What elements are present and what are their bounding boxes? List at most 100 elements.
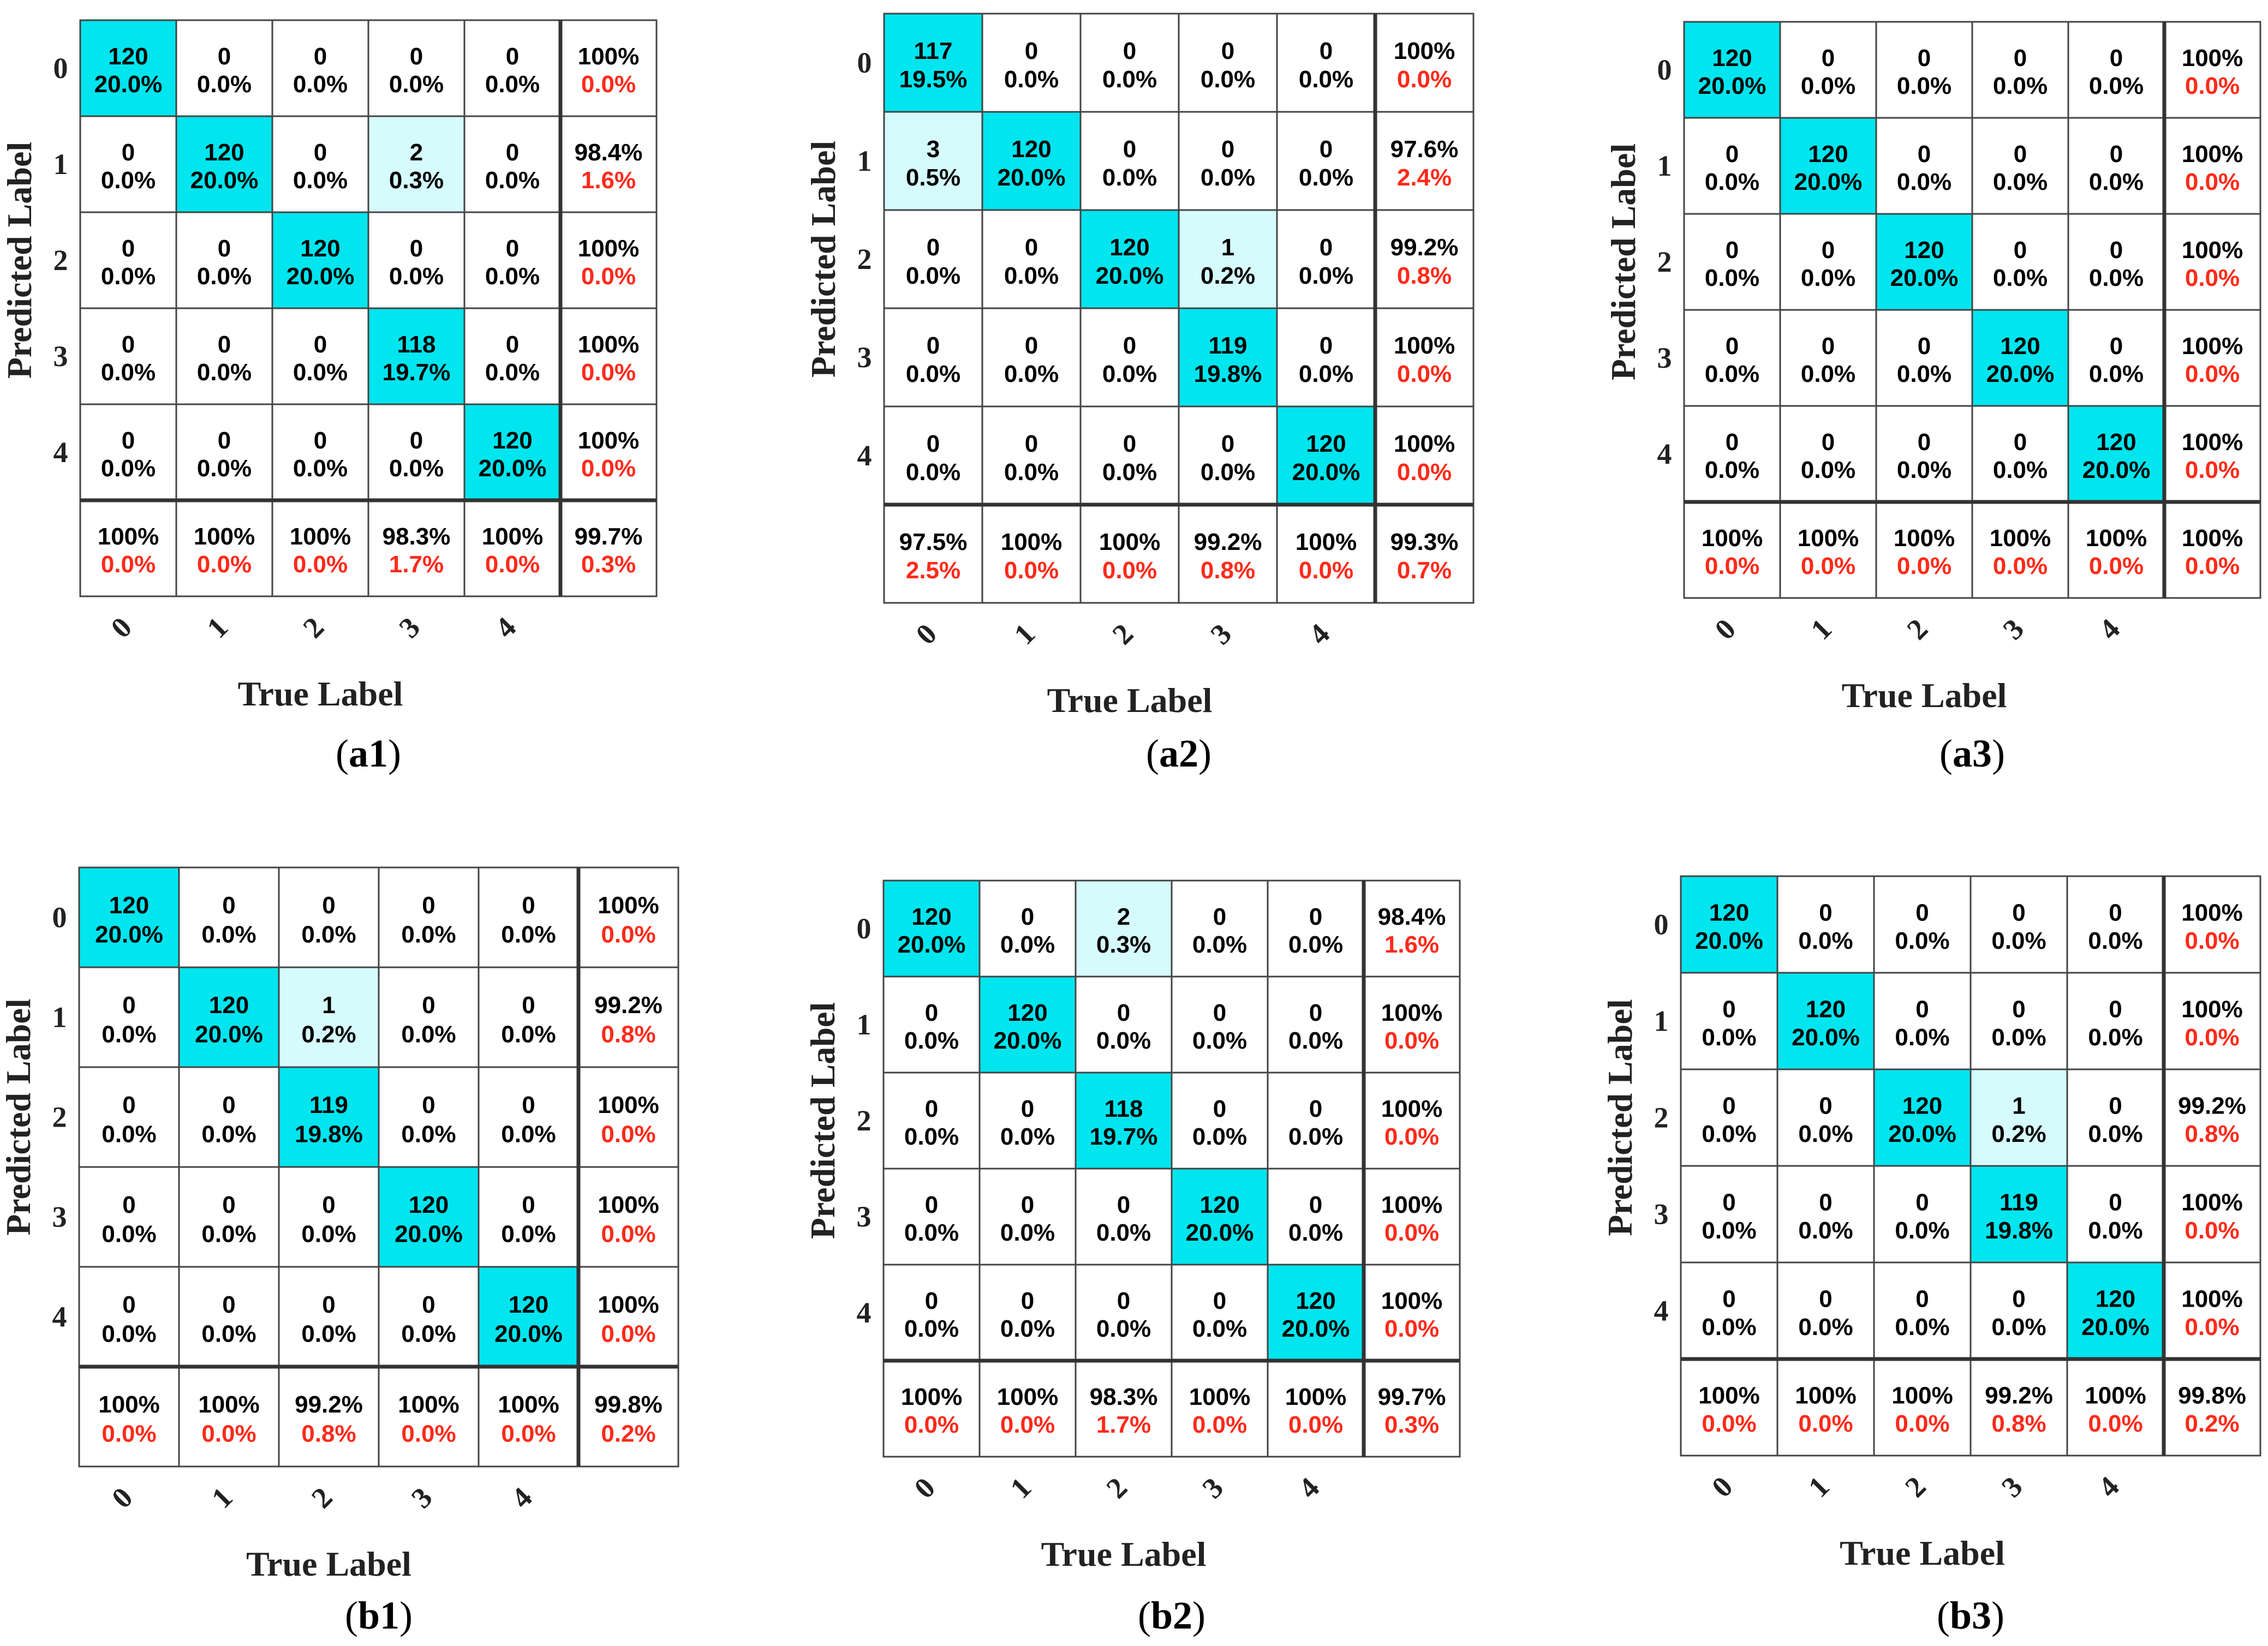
cell-a2-r2-c2-count: 120: [1109, 234, 1149, 261]
cell-b2-r4-c1: [978, 1264, 1077, 1362]
col-summary-a1-2-count: 100%: [290, 523, 351, 550]
y-tick-a3-0: 0: [1657, 53, 1672, 86]
cell-a3-r1-c4: [2067, 117, 2165, 215]
cell-a2-r1-c1-count: 120: [1011, 136, 1051, 163]
y-tick-b1-0: 0: [52, 901, 67, 934]
col-summary-b1-3-percent: 0.0%: [401, 1420, 456, 1447]
confusion-matrix-a1: 12020.0%00.0%00.0%00.0%00.0%00.0%12020.0…: [0, 19, 658, 775]
cell-b3-r2-c4-count: 0: [2109, 1092, 2122, 1119]
caption-b3: (b3): [1937, 1594, 2004, 1637]
cell-a2-r3-c1-count: 0: [1025, 332, 1038, 359]
row-summary-b3-4-count: 100%: [2181, 1285, 2243, 1312]
cell-b2-r0-c0-count: 120: [911, 903, 951, 930]
cell-a1-r0-c1-percent: 0.0%: [197, 71, 252, 98]
col-summary-b3-1-count: 100%: [1795, 1382, 1857, 1409]
cell-a1-r2-c1-count: 0: [218, 235, 231, 262]
row-summary-b2-1-percent: 0.0%: [1384, 1027, 1439, 1054]
cell-b1-r4-c3-percent: 0.0%: [401, 1320, 456, 1347]
cell-b1-r2-c4-percent: 0.0%: [501, 1121, 556, 1147]
cell-b1-r1-c1-percent: 20.0%: [195, 1021, 263, 1048]
y-axis-title-a2: Predicted Label: [804, 141, 843, 378]
x-axis-title-b3: True Label: [1840, 1534, 2005, 1572]
overall-b1-percent: 0.2%: [601, 1420, 655, 1447]
cell-b2-r3-c0: [882, 1168, 981, 1266]
cell-a3-r4-c2-percent: 0.0%: [1897, 457, 1951, 483]
col-summary-a3-0-percent: 0.0%: [1705, 553, 1759, 579]
cell-b1-r3-c0: [78, 1166, 180, 1268]
cell-b1-r2-c0-count: 0: [122, 1092, 135, 1118]
cell-b1-r2-c0: [78, 1066, 180, 1168]
cell-b3-r1-c1-percent: 20.0%: [1792, 1024, 1860, 1051]
overall-a2-count: 99.3%: [1390, 529, 1459, 555]
cell-a2-r3-c1: [981, 307, 1082, 408]
row-summary-a3-1-count: 100%: [2182, 141, 2243, 167]
cell-a2-r3-c3-percent: 19.8%: [1194, 361, 1262, 387]
cell-b1-r1-c0-percent: 0.0%: [102, 1021, 156, 1048]
cell-a3-r3-c3-percent: 20.0%: [1986, 361, 2055, 387]
cell-a3-r4-c4: [2067, 405, 2165, 503]
cell-a2-r4-c2-count: 0: [1123, 430, 1136, 457]
cell-b3-r3-c4-percent: 0.0%: [2088, 1217, 2142, 1244]
cell-b2-r4-c0-count: 0: [925, 1288, 938, 1314]
col-summary-a1-4-percent: 0.0%: [485, 551, 540, 578]
cell-a3-r3-c1-count: 0: [1822, 333, 1835, 360]
x-tick-a3-2: 2: [1901, 613, 1935, 647]
y-tick-a2-0: 0: [857, 46, 872, 79]
cell-b3-r2-c1: [1776, 1068, 1875, 1167]
cell-a1-r3-c0: [79, 307, 177, 405]
col-summary-b1-0-count: 100%: [98, 1391, 160, 1418]
y-axis-title-a3: Predicted Label: [1604, 143, 1643, 380]
cell-b2-r1-c1-percent: 20.0%: [994, 1027, 1062, 1054]
cell-b3-r3-c1-count: 0: [1819, 1189, 1832, 1216]
cell-a1-r4-c2: [271, 403, 369, 501]
cell-a3-r3-c2-count: 0: [1918, 333, 1931, 360]
y-axis-title-b2: Predicted Label: [803, 1002, 842, 1239]
y-tick-a2-4: 4: [857, 439, 872, 472]
cell-a2-r3-c2-percent: 0.0%: [1102, 361, 1157, 387]
row-summary-a1-3-count: 100%: [578, 331, 640, 358]
y-tick-b1-1: 1: [52, 1001, 67, 1034]
x-tick-a2-0: 0: [910, 618, 944, 651]
col-summary-b2-1: [978, 1360, 1077, 1458]
col-summary-b3-4-count: 100%: [2085, 1382, 2146, 1409]
cell-b3-r0-c4-count: 0: [2109, 899, 2122, 926]
row-summary-a3-4-count: 100%: [2182, 429, 2243, 456]
confusion-matrix-b1: 12020.0%00.0%00.0%00.0%00.0%00.0%12020.0…: [0, 866, 679, 1637]
overall-b1: [577, 1366, 679, 1468]
cell-b1-r3-c1-count: 0: [222, 1192, 235, 1218]
cell-a2-r4-c1-count: 0: [1025, 430, 1038, 457]
cell-b1-r2-c3-count: 0: [422, 1092, 435, 1118]
cell-a3-r3-c2-percent: 0.0%: [1897, 361, 1951, 387]
cell-a3-r0-c4-percent: 0.0%: [2089, 73, 2144, 99]
cell-a3-r4-c4-percent: 20.0%: [2082, 457, 2151, 483]
cell-a3-r3-c0: [1683, 309, 1781, 407]
cell-a1-r0-c0-count: 120: [108, 43, 148, 70]
cell-b3-r2-c4: [2066, 1068, 2165, 1167]
cell-a2-r0-c1-percent: 0.0%: [1004, 66, 1059, 93]
cell-a2-r2-c3: [1178, 209, 1278, 309]
col-summary-b1-4-count: 100%: [498, 1391, 559, 1418]
cell-a3-r2-c0-count: 0: [1726, 237, 1739, 264]
cell-b1-r1-c2: [278, 966, 380, 1068]
x-axis-title-b1: True Label: [246, 1545, 411, 1583]
col-summary-a3-0-count: 100%: [1702, 525, 1763, 552]
cell-b2-r1-c3-count: 0: [1213, 999, 1226, 1026]
row-summary-a2-1: [1374, 111, 1475, 211]
cell-b2-r3-c4-percent: 0.0%: [1288, 1219, 1343, 1246]
x-tick-b1-0: 0: [105, 1481, 139, 1515]
cell-b2-r4-c2-percent: 0.0%: [1096, 1315, 1151, 1342]
cell-a1-r3-c2-percent: 0.0%: [293, 359, 348, 386]
cell-a1-r0-c0: [79, 19, 177, 117]
col-summary-a1-3: [367, 499, 465, 597]
x-tick-b3-0: 0: [1705, 1470, 1739, 1504]
row-summary-a3-2: [2163, 213, 2261, 311]
cell-a3-r4-c0-count: 0: [1726, 429, 1739, 456]
cell-a3-r1-c2-count: 0: [1918, 141, 1931, 167]
cell-a1-r2-c4-percent: 0.0%: [485, 263, 540, 290]
y-axis-title-b1: Predicted Label: [0, 998, 38, 1235]
y-axis-title-b3: Predicted Label: [1601, 999, 1639, 1236]
cell-a2-r2-c1: [981, 209, 1082, 309]
cell-a2-r2-c1-count: 0: [1025, 234, 1038, 261]
confusion-matrix-b2: 12020.0%00.0%20.3%00.0%00.0%00.0%12020.0…: [803, 879, 1461, 1637]
cell-b2-r3-c0-percent: 0.0%: [904, 1219, 959, 1246]
